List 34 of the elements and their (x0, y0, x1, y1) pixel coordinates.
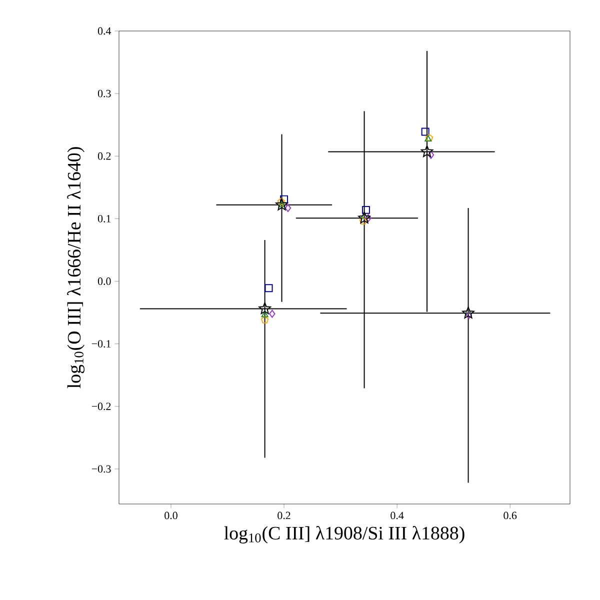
y-tick-label: 0.2 (98, 152, 111, 160)
point (421, 128, 430, 136)
point (284, 204, 292, 212)
point (359, 217, 367, 225)
y-axis-title: log$_{10}$(O III] λ1666/He II λ1640) (67, 147, 84, 388)
point (277, 198, 286, 206)
x-axis-title: log$_{10}$(C III] λ1908/Si III λ1888) (224, 526, 464, 544)
point (365, 214, 372, 222)
point (358, 212, 370, 224)
point (428, 150, 434, 159)
point (264, 284, 273, 292)
y-tick-label: 0.3 (98, 90, 111, 98)
point (362, 206, 370, 214)
y-tick-label: 0.0 (98, 278, 111, 285)
point (466, 311, 472, 320)
point (462, 306, 474, 319)
y-tick-label: 0.1 (98, 214, 111, 222)
point (258, 302, 271, 314)
x-tick-label: 0.4 (390, 512, 404, 520)
y-tick-label: −0.2 (92, 402, 111, 410)
point (276, 198, 288, 210)
x-tick-label: 0.6 (504, 512, 517, 520)
point (464, 308, 472, 314)
point (278, 200, 286, 208)
point (269, 310, 276, 318)
x-tick-label: 0.2 (278, 512, 290, 520)
y-tick-label: −0.3 (92, 465, 111, 473)
point (261, 311, 268, 318)
x-tick-label: 0.0 (164, 512, 178, 520)
point (280, 195, 288, 204)
y-tick-label: 0.4 (98, 27, 112, 35)
point (260, 316, 269, 324)
y-tick-label: −0.1 (92, 340, 111, 348)
point (420, 145, 434, 158)
